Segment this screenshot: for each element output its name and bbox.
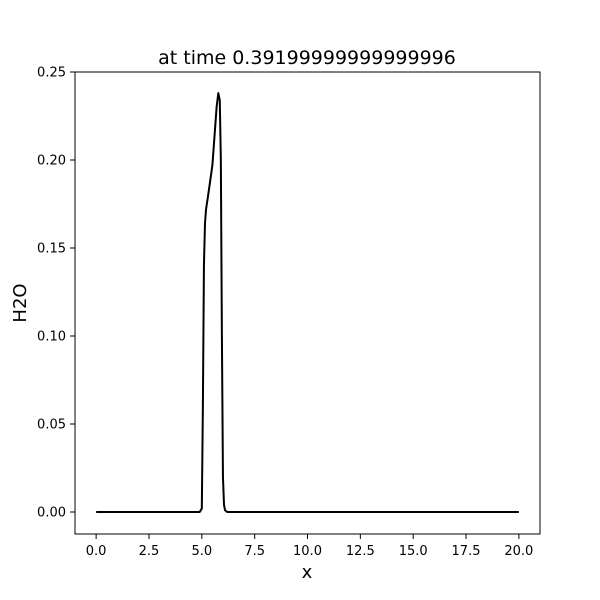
x-tick-label: 17.5 bbox=[452, 544, 481, 559]
y-axis-label: H2O bbox=[10, 283, 31, 322]
y-tick-label: 0.10 bbox=[37, 330, 66, 345]
x-tick-label: 5.0 bbox=[191, 544, 212, 559]
y-tick-label: 0.25 bbox=[37, 66, 66, 81]
y-tick-label: 0.15 bbox=[37, 242, 66, 257]
x-tick-label: 0.0 bbox=[86, 544, 107, 559]
y-tick-label: 0.05 bbox=[37, 418, 66, 433]
x-tick-label: 7.5 bbox=[244, 544, 265, 559]
series-line bbox=[96, 92, 519, 513]
x-tick-label: 15.0 bbox=[399, 544, 428, 559]
x-tick-label: 2.5 bbox=[139, 544, 160, 559]
chart-title: at time 0.39199999999999996 bbox=[158, 47, 456, 69]
plot-area-frame bbox=[74, 71, 541, 535]
y-axis-ticks: 0.00 0.05 0.10 0.15 0.20 0.25 bbox=[37, 66, 75, 521]
series-layer bbox=[96, 92, 519, 513]
y-tick-label: 0.20 bbox=[37, 154, 66, 169]
x-axis-ticks: 0.0 2.5 5.0 7.5 10.0 12.5 15.0 17.5 20.0 bbox=[86, 534, 533, 559]
y-tick-label: 0.00 bbox=[37, 506, 66, 521]
x-axis-label: x bbox=[302, 562, 313, 583]
x-tick-label: 10.0 bbox=[293, 544, 322, 559]
x-tick-label: 12.5 bbox=[346, 544, 375, 559]
x-tick-label: 20.0 bbox=[504, 544, 533, 559]
